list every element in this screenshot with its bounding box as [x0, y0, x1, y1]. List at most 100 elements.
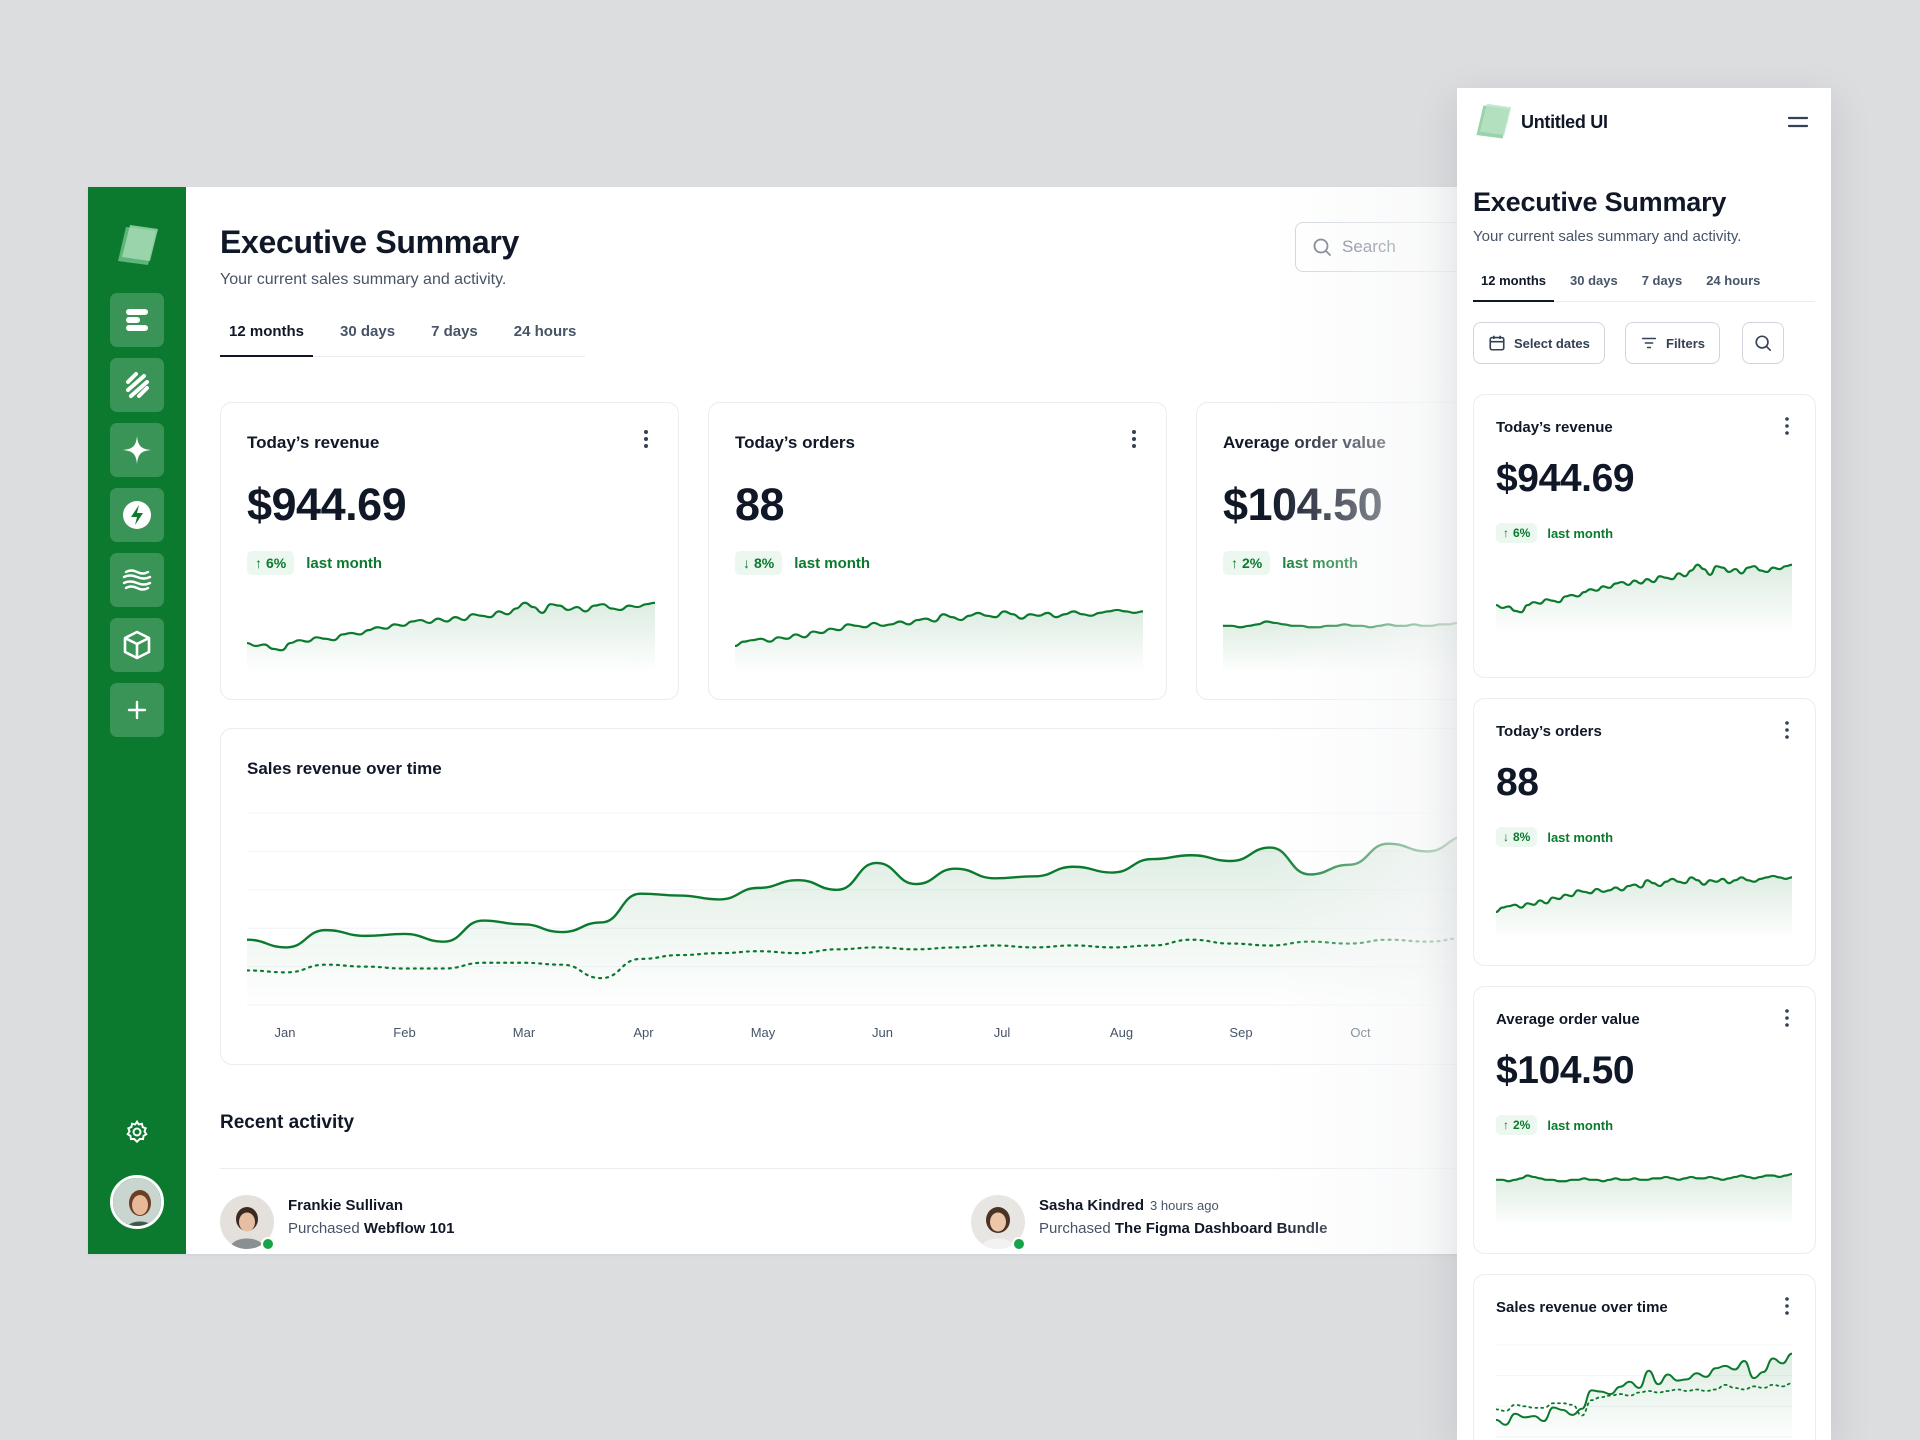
- metric-value: $104.50: [1223, 479, 1383, 530]
- activity-product: Webflow 101: [363, 1220, 455, 1237]
- arrow-down-icon: ↓: [743, 555, 750, 571]
- metric-card-revenue: Today’s revenue $944.69 ↑ 6% last month: [220, 402, 679, 700]
- change-badge: ↓ 8% last month: [735, 551, 870, 575]
- logo-icon[interactable]: [114, 223, 160, 269]
- metric-value: 88: [735, 479, 785, 530]
- metric-label: Average order value: [1496, 1011, 1640, 1028]
- change-comparison: last month: [1547, 1117, 1614, 1133]
- metric-label: Today’s orders: [735, 433, 855, 452]
- tab-7-days[interactable]: 7 days: [1641, 273, 1683, 288]
- page-subtitle: Your current sales summary and activity.: [1473, 228, 1742, 245]
- metric-card-orders: Today’s orders 88 ↓ 8% last month: [708, 402, 1167, 700]
- nav-cube-icon[interactable]: [110, 618, 164, 672]
- x-tick-label: Jun: [872, 1025, 893, 1040]
- change-pill: ↑ 6%: [1496, 523, 1538, 543]
- sales-revenue-card: Sales revenue over time Jan Feb Mar Apr May J…: [220, 728, 1488, 1065]
- x-tick-label: Feb: [393, 1025, 416, 1040]
- x-tick-label: Apr: [633, 1025, 654, 1040]
- tab-12-months[interactable]: 12 months: [220, 323, 314, 357]
- more-vertical-icon[interactable]: [1779, 1295, 1795, 1317]
- trend-line: [1496, 563, 1792, 614]
- change-badge: ↓ 8% last month: [1496, 827, 1613, 847]
- avatar[interactable]: [110, 1175, 164, 1229]
- trend-line: [1496, 1172, 1792, 1183]
- x-tick-label: Oct: [1350, 1025, 1371, 1040]
- x-tick-label: Mar: [512, 1025, 536, 1040]
- tab-7-days[interactable]: 7 days: [431, 323, 478, 340]
- x-tick-label: Jan: [274, 1025, 296, 1040]
- orders-sparkline: [1496, 874, 1792, 939]
- online-indicator: [261, 1237, 275, 1251]
- tab-12-months[interactable]: 12 months: [1473, 273, 1555, 302]
- metric-label: Today’s revenue: [1496, 419, 1613, 436]
- more-vertical-icon[interactable]: [636, 427, 656, 451]
- main-content: Executive Summary Your current sales sum…: [186, 187, 1488, 1254]
- change-value: 6%: [266, 555, 287, 571]
- change-value: 6%: [1513, 526, 1531, 540]
- change-pill: ↑ 2%: [1496, 1115, 1538, 1135]
- revenue-sparkline: [247, 601, 655, 673]
- metric-value: $944.69: [247, 479, 407, 530]
- search-button[interactable]: [1742, 322, 1784, 364]
- brand-logo[interactable]: Untitled UI: [1473, 102, 1608, 142]
- metric-card-aov: Average order value $104.50 ↑ 2% last mon…: [1196, 402, 1488, 700]
- nav-sparkle-icon[interactable]: [110, 423, 164, 477]
- nav-plus-icon[interactable]: [110, 683, 164, 737]
- search-placeholder: Search: [1342, 237, 1396, 256]
- activity-item[interactable]: Frankie Sullivan Purchased Webflow 101: [220, 1195, 455, 1251]
- more-vertical-icon[interactable]: [1779, 719, 1795, 741]
- sidebar: [88, 187, 186, 1254]
- more-vertical-icon[interactable]: [1779, 1007, 1795, 1029]
- metric-card-aov: Average order value $104.50 ↑ 2% last mon…: [1473, 986, 1816, 1254]
- series-line-primary: [1496, 1352, 1792, 1426]
- logo-icon: [1476, 103, 1512, 139]
- calendar-icon: [1489, 335, 1505, 351]
- change-value: 2%: [1513, 1118, 1531, 1132]
- filters-label: Filters: [1666, 335, 1706, 351]
- nav-layers-icon[interactable]: [110, 293, 164, 347]
- tab-30-days[interactable]: 30 days: [340, 323, 396, 340]
- change-pill: ↓ 8%: [735, 551, 783, 575]
- activity-time: 3 hours ago: [1150, 1198, 1219, 1213]
- metric-label: Today’s revenue: [247, 433, 380, 452]
- change-pill: ↓ 8%: [1496, 827, 1538, 847]
- x-axis-labels: JanFebMarAprMayJunJulAugSepOctNovDec: [247, 1025, 1488, 1045]
- tab-24-hours[interactable]: 24 hours: [513, 323, 577, 340]
- area-fill: [735, 609, 1143, 673]
- change-comparison: last month: [794, 554, 871, 572]
- change-badge: ↑ 6% last month: [1496, 523, 1613, 543]
- nav-stripes-icon[interactable]: [110, 358, 164, 412]
- activity-user-name: Frankie Sullivan: [288, 1197, 404, 1214]
- change-comparison: last month: [1282, 554, 1359, 572]
- area-fill: [247, 602, 655, 673]
- change-comparison: last month: [1547, 829, 1614, 845]
- avatar: [971, 1195, 1026, 1251]
- sales-revenue-card: Sales revenue over time: [1473, 1274, 1816, 1440]
- menu-icon[interactable]: [1787, 114, 1809, 130]
- change-comparison: last month: [1547, 525, 1614, 541]
- series-line-secondary: [1496, 1382, 1792, 1417]
- divider: [220, 1168, 1488, 1169]
- gear-icon[interactable]: [122, 1117, 152, 1147]
- change-value: 2%: [1242, 555, 1263, 571]
- nav-bolt-circle-icon[interactable]: [110, 488, 164, 542]
- tab-30-days[interactable]: 30 days: [1570, 273, 1618, 288]
- x-tick-label: Aug: [1109, 1025, 1134, 1040]
- series-line-secondary: [247, 936, 1467, 980]
- activity-item[interactable]: Sasha Kindred 3 hours ago Purchased The F…: [971, 1195, 1327, 1251]
- aov-sparkline: [1496, 1172, 1792, 1227]
- tab-24-hours[interactable]: 24 hours: [1706, 273, 1761, 288]
- change-value: 8%: [1513, 830, 1531, 844]
- more-vertical-icon[interactable]: [1779, 415, 1795, 437]
- period-tabs: 12 months 30 days 7 days 24 hours: [220, 323, 586, 357]
- select-dates-button[interactable]: Select dates: [1473, 322, 1605, 364]
- metric-value: 88: [1496, 761, 1539, 804]
- filters-button[interactable]: Filters: [1625, 322, 1721, 364]
- chart-title: Sales revenue over time: [247, 759, 442, 778]
- more-vertical-icon[interactable]: [1124, 427, 1144, 451]
- revenue-sparkline: [1496, 563, 1792, 635]
- recent-activity-title: Recent activity: [220, 1112, 355, 1133]
- nav-waves-icon[interactable]: [110, 553, 164, 607]
- x-tick-label: Sep: [1229, 1025, 1253, 1040]
- aov-sparkline: [1223, 620, 1488, 673]
